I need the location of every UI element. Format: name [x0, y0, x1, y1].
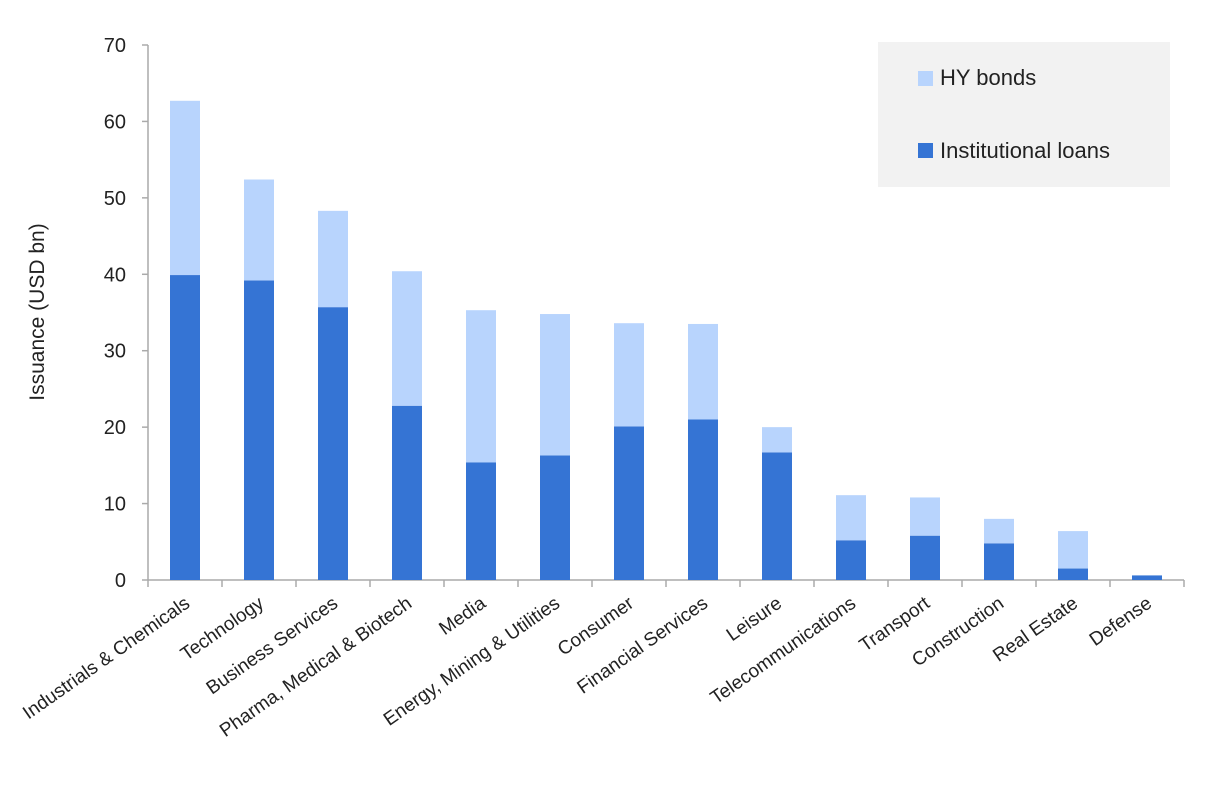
- bar-institutional-loans: [910, 535, 940, 580]
- bar-hy-bonds: [1058, 531, 1088, 569]
- bar-institutional-loans: [1058, 568, 1088, 580]
- y-tick-label: 10: [104, 494, 126, 516]
- bar-institutional-loans: [762, 452, 792, 580]
- x-tick-label: Defense: [1086, 593, 1156, 651]
- x-tick-label: Media: [435, 593, 490, 640]
- bar-hy-bonds: [318, 210, 348, 308]
- bar-hy-bonds: [910, 497, 940, 536]
- bar-institutional-loans: [1132, 575, 1162, 580]
- x-tick-label: Leisure: [723, 593, 786, 646]
- x-tick-label: Financial Services: [574, 593, 712, 699]
- bars: [170, 100, 1162, 580]
- bar-hy-bonds: [466, 310, 496, 463]
- bar-institutional-loans: [466, 462, 496, 580]
- bar-hy-bonds: [392, 271, 422, 406]
- x-tick-label: Industrials & Chemicals: [19, 593, 194, 724]
- y-tick-label: 20: [104, 417, 126, 439]
- y-tick-label: 30: [104, 341, 126, 363]
- bar-institutional-loans: [984, 543, 1014, 580]
- bar-institutional-loans: [244, 280, 274, 580]
- x-axis-labels: Industrials & ChemicalsTechnologyBusines…: [19, 592, 1156, 741]
- bar-hy-bonds: [540, 314, 570, 456]
- y-tick-label: 0: [115, 570, 126, 592]
- legend-swatch-hy-bonds: [918, 71, 933, 86]
- bar-hy-bonds: [836, 495, 866, 541]
- x-tick-label: Business Services: [203, 593, 342, 699]
- bar-institutional-loans: [540, 455, 570, 580]
- y-tick-label: 50: [104, 188, 126, 210]
- y-tick-label: 40: [104, 264, 126, 286]
- x-axis: [147, 579, 1185, 587]
- legend-label-hy-bonds: HY bonds: [940, 65, 1036, 90]
- bar-institutional-loans: [614, 426, 644, 580]
- bar-institutional-loans: [318, 307, 348, 580]
- legend-swatch-institutional-loans: [918, 143, 933, 158]
- bar-hy-bonds: [688, 323, 718, 420]
- legend: HY bonds Institutional loans: [878, 42, 1170, 187]
- bar-hy-bonds: [170, 100, 200, 276]
- bar-hy-bonds: [762, 427, 792, 453]
- legend-label-institutional-loans: Institutional loans: [940, 138, 1110, 163]
- y-tick-label: 60: [104, 111, 126, 133]
- bar-institutional-loans: [392, 405, 422, 580]
- legend-background: [878, 42, 1170, 187]
- bar-hy-bonds: [984, 518, 1014, 544]
- bar-institutional-loans: [836, 540, 866, 580]
- bar-institutional-loans: [170, 275, 200, 580]
- bar-institutional-loans: [688, 419, 718, 580]
- bar-hy-bonds: [614, 323, 644, 427]
- y-axis: 0 10 20 30 40 50 60 70: [104, 35, 149, 592]
- y-tick-label: 70: [104, 35, 126, 57]
- y-axis-title: Issuance (USD bn): [26, 223, 49, 400]
- bar-hy-bonds: [244, 179, 274, 281]
